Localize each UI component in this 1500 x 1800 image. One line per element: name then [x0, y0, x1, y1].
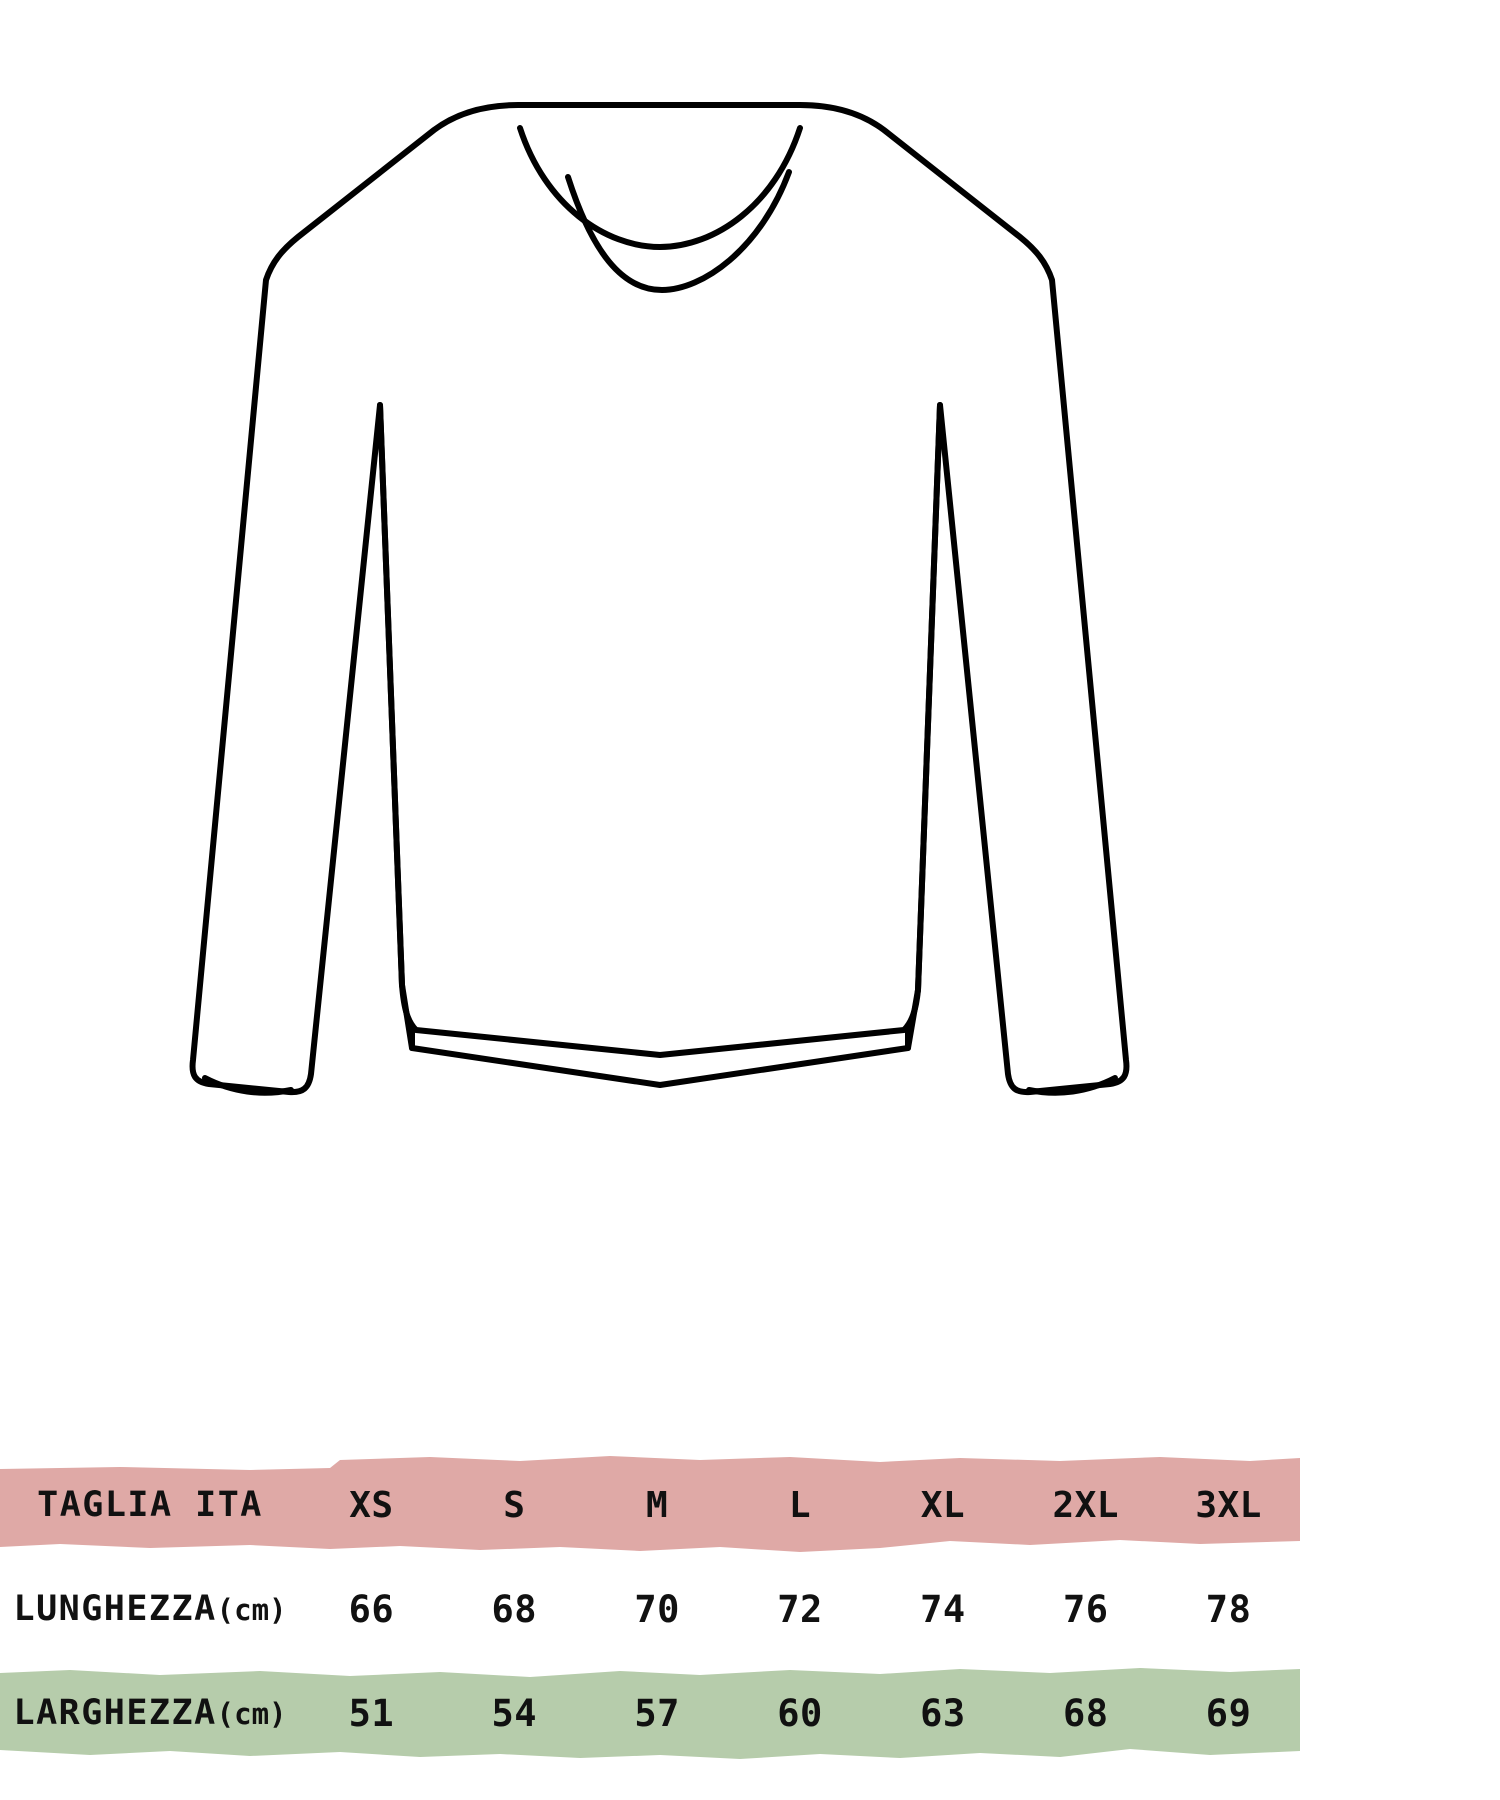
row-label-larghezza-unit: (cm) [216, 1697, 287, 1731]
cell-lunghezza-xl: 74 [920, 1587, 966, 1631]
waistband-seam [399, 982, 921, 1058]
table-row-lunghezza: LUNGHEZZA(cm) 66 68 70 72 74 76 78 [0, 1555, 1300, 1663]
left-side-seam [377, 402, 405, 988]
cell-lunghezza-s: 68 [491, 1587, 538, 1631]
cell-lunghezza-m: 70 [634, 1587, 680, 1631]
neck-inner-curve [565, 169, 792, 293]
left-cuff-seam [202, 1075, 294, 1096]
garment-illustration [189, 102, 1130, 1096]
cell-lunghezza-3xl: 78 [1205, 1587, 1252, 1631]
cell-larghezza-s: 54 [491, 1691, 538, 1735]
row-label-larghezza: LARGHEZZA(cm) [0, 1693, 300, 1733]
cell-larghezza-l: 60 [777, 1691, 823, 1735]
neck-outer-curve [517, 125, 803, 250]
row-label-lunghezza-text: LUNGHEZZA [13, 1589, 217, 1629]
size-chart-table: TAGLIA ITA XS S M L XL 2XL 3XL LUNGHEZZA… [0, 1455, 1300, 1775]
row-label-lunghezza-unit: (cm) [216, 1593, 287, 1627]
cell-size-xl: XL [920, 1484, 966, 1526]
cell-size-l: L [788, 1484, 812, 1526]
sweatshirt-body-outline [189, 102, 1130, 1096]
cell-lunghezza-xs: 66 [348, 1587, 395, 1631]
cell-lunghezza-l: 72 [777, 1587, 823, 1631]
table-row-larghezza: LARGHEZZA(cm) 51 54 57 60 63 68 69 [0, 1663, 1300, 1763]
cell-larghezza-xl: 63 [920, 1691, 966, 1735]
cell-size-2xl: 2XL [1052, 1484, 1119, 1526]
right-cuff-seam [1026, 1075, 1118, 1096]
cell-larghezza-xs: 51 [348, 1691, 395, 1735]
cell-larghezza-3xl: 69 [1205, 1691, 1252, 1735]
cell-larghezza-m: 57 [634, 1691, 680, 1735]
cell-lunghezza-2xl: 76 [1062, 1587, 1109, 1631]
row-label-taglia: TAGLIA ITA [37, 1485, 263, 1525]
cell-size-3xl: 3XL [1195, 1484, 1262, 1526]
cell-larghezza-2xl: 68 [1062, 1691, 1109, 1735]
cell-size-s: S [503, 1484, 526, 1526]
right-side-seam [915, 402, 943, 993]
sweatshirt-flat-sketch [189, 102, 1130, 1096]
cell-size-xs: XS [349, 1484, 394, 1526]
row-label-lunghezza: LUNGHEZZA(cm) [0, 1589, 300, 1629]
table-row-size: TAGLIA ITA XS S M L XL 2XL 3XL [0, 1455, 1300, 1555]
cell-size-m: M [646, 1484, 669, 1526]
row-label-larghezza-text: LARGHEZZA [13, 1693, 217, 1733]
